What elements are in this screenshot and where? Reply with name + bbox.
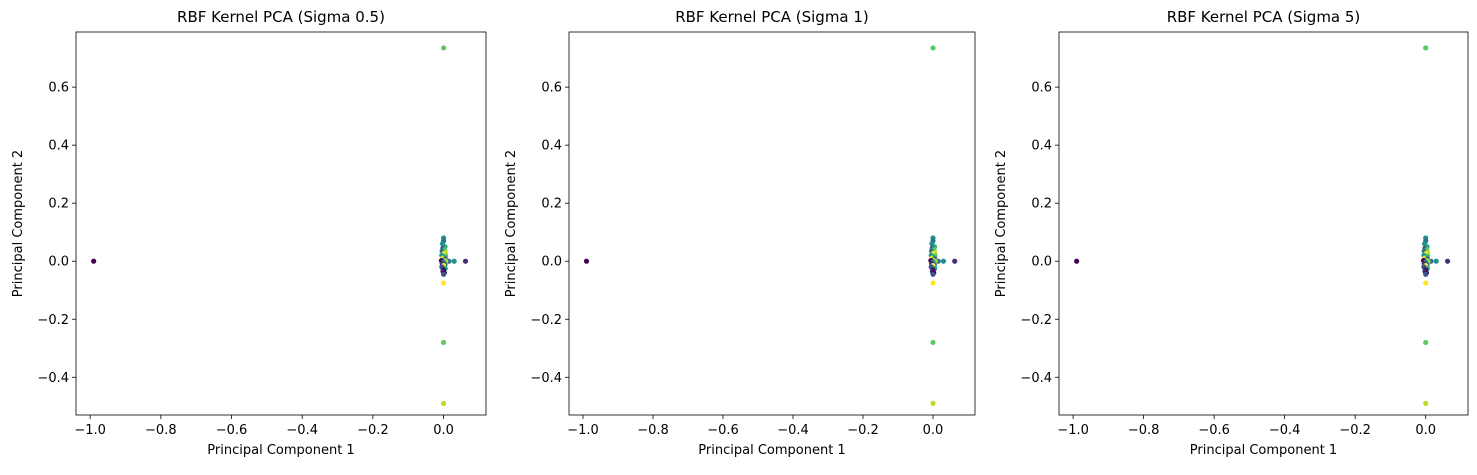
x-axis-label: Principal Component 1 <box>207 443 354 458</box>
x-tick-label: −0.2 <box>1339 423 1371 438</box>
data-point <box>451 258 457 264</box>
y-tick-label: −0.4 <box>37 371 69 386</box>
data-point <box>1074 258 1080 264</box>
x-axis-label: Principal Component 1 <box>698 443 845 458</box>
data-point <box>440 271 447 277</box>
y-tick-label: 0.6 <box>1031 81 1052 96</box>
y-tick-label: 0.2 <box>541 197 562 212</box>
y-tick-label: 0.0 <box>541 255 562 270</box>
y-axis-label: Principal Component 2 <box>994 150 1009 297</box>
axes-frame <box>568 31 976 416</box>
x-tick-label: −0.8 <box>1128 423 1160 438</box>
x-tick-label: 0.0 <box>433 423 454 438</box>
y-tick-label: 0.6 <box>541 81 562 96</box>
scatter-points <box>91 45 469 406</box>
y-axis-label: Principal Component 2 <box>11 150 26 297</box>
scatter-points <box>1074 45 1451 406</box>
chart-panel-2: RBF Kernel PCA (Sigma 1) −1.0 −0.8 −0.6 −0.4… <box>504 8 976 458</box>
data-point <box>930 339 936 346</box>
data-point <box>930 45 936 51</box>
x-tick-label: −0.2 <box>357 423 389 438</box>
chart-panel-1: RBF Kernel PCA (Sigma 0.5) −1.0 −0.8 −0.6 −0… <box>11 8 487 458</box>
y-tick-label: −0.4 <box>1020 371 1052 386</box>
x-tick-label: 0.0 <box>1415 423 1436 438</box>
data-point <box>462 258 469 264</box>
data-point <box>1433 258 1439 264</box>
data-point <box>91 258 97 264</box>
y-tick-label: 0.4 <box>48 139 69 154</box>
data-point <box>440 45 447 51</box>
chart-title: RBF Kernel PCA (Sigma 0.5) <box>177 8 385 26</box>
x-tick-label: −0.4 <box>286 423 318 438</box>
chart-title: RBF Kernel PCA (Sigma 5) <box>1167 8 1361 26</box>
data-point <box>930 271 936 277</box>
data-point <box>930 280 936 286</box>
data-point <box>1423 280 1429 286</box>
data-point <box>940 258 947 264</box>
y-tick-label: 0.4 <box>541 139 562 154</box>
x-tick-label: −0.8 <box>145 423 177 438</box>
data-point <box>1444 258 1451 264</box>
y-tick-label: 0.0 <box>1031 255 1052 270</box>
y-tick-label: 0.0 <box>48 255 69 270</box>
x-tick-label: −0.4 <box>1269 423 1301 438</box>
data-point <box>1423 271 1429 277</box>
x-tick-label: −1.0 <box>1057 423 1089 438</box>
data-point <box>440 400 447 406</box>
y-tick-label: 0.4 <box>1031 139 1052 154</box>
y-tick-label: −0.2 <box>1020 313 1052 328</box>
x-tick-label: −1.0 <box>74 423 106 438</box>
data-point <box>440 339 447 346</box>
data-point <box>930 400 936 406</box>
y-axis-label: Principal Component 2 <box>504 150 519 297</box>
data-point <box>1423 339 1429 346</box>
data-point <box>1423 45 1429 51</box>
x-tick-label: −0.6 <box>707 423 739 438</box>
x-tick-label: −1.0 <box>567 423 599 438</box>
x-tick-label: −0.8 <box>637 423 669 438</box>
data-point <box>440 280 447 286</box>
x-tick-label: −0.6 <box>1198 423 1230 438</box>
x-tick-label: −0.4 <box>777 423 809 438</box>
x-axis-label: Principal Component 1 <box>1190 443 1337 458</box>
y-tick-label: 0.2 <box>1031 197 1052 212</box>
y-tick-label: −0.2 <box>37 313 69 328</box>
y-tick-label: −0.2 <box>530 313 562 328</box>
data-point <box>1423 400 1429 406</box>
chart-panel-3: RBF Kernel PCA (Sigma 5) −1.0 −0.8 −0.6 −0.4… <box>994 8 1469 458</box>
scatter-points <box>583 45 958 406</box>
y-tick-label: 0.6 <box>48 81 69 96</box>
data-point <box>583 258 590 264</box>
axes-frame <box>75 31 487 416</box>
chart-title: RBF Kernel PCA (Sigma 1) <box>675 8 869 26</box>
axes-frame <box>1058 31 1469 416</box>
x-tick-label: 0.0 <box>923 423 944 438</box>
x-tick-label: −0.6 <box>216 423 248 438</box>
y-tick-label: 0.2 <box>48 197 69 212</box>
data-point <box>952 258 958 264</box>
y-tick-label: −0.4 <box>530 371 562 386</box>
x-tick-label: −0.2 <box>847 423 879 438</box>
